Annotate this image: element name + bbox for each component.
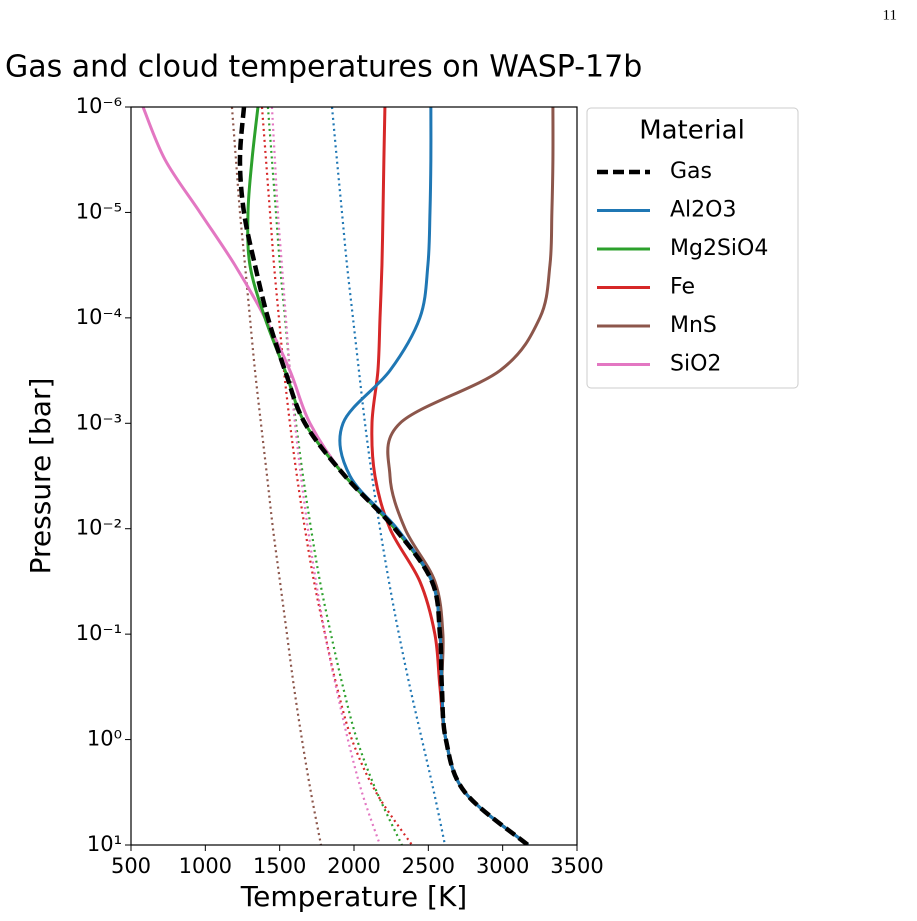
y-axis-label: Pressure [bar]	[24, 378, 57, 575]
x-tick-label: 3000	[476, 854, 529, 878]
y-tick-label: 10⁻⁵	[76, 199, 122, 223]
series-line	[370, 107, 529, 845]
series-line	[246, 107, 529, 845]
y-tick-label: 10⁻⁴	[76, 305, 122, 329]
x-tick-label: 2500	[402, 854, 455, 878]
series-line	[260, 107, 413, 845]
axes-frame	[130, 106, 578, 846]
legend-title: Material	[639, 116, 745, 146]
series-line	[338, 107, 529, 845]
x-axis-label: Temperature [K]	[240, 880, 467, 913]
y-tick-label: 10⁰	[87, 727, 122, 751]
legend-label: Al2O3	[670, 198, 736, 223]
x-tick-label: 3500	[550, 854, 603, 878]
legend-label: Mg2SiO4	[670, 236, 768, 261]
series-line	[230, 107, 323, 845]
y-tick-label: 10⁻¹	[76, 621, 122, 645]
y-tick-label: 10⁻⁶	[76, 94, 122, 118]
y-tick-label: 10¹	[87, 832, 122, 856]
x-tick-label: 500	[111, 854, 151, 878]
page-number: 11	[883, 7, 897, 23]
y-tick-label: 10⁻³	[76, 410, 122, 434]
series-line	[386, 107, 555, 845]
series-line	[237, 107, 530, 845]
chart-title: Gas and cloud temperatures on WASP-17b	[5, 50, 642, 85]
x-tick-label: 2000	[327, 854, 380, 878]
legend-label: Gas	[670, 159, 712, 184]
series-line	[270, 107, 382, 845]
x-tick-label: 1500	[253, 854, 306, 878]
series-line	[266, 107, 403, 845]
legend-label: Fe	[670, 275, 695, 300]
y-tick-label: 10⁻²	[76, 516, 122, 540]
legend-label: SiO2	[670, 352, 721, 377]
legend-label: MnS	[670, 313, 717, 338]
plot-area	[141, 107, 555, 845]
series-line	[330, 107, 447, 845]
x-tick-label: 1000	[179, 854, 232, 878]
series-line	[141, 107, 529, 845]
legend-box	[586, 107, 799, 389]
